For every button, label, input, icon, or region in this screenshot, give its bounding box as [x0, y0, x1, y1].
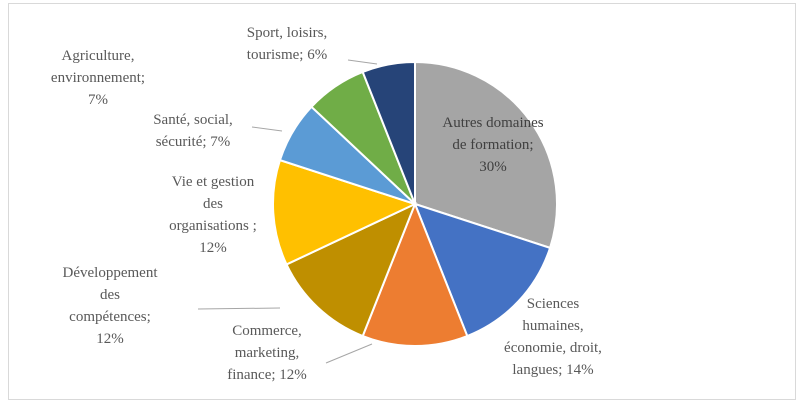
data-label: Sciences humaines, économie, droit, langues… [504, 296, 602, 378]
leader-line [347, 59, 378, 65]
data-label: Agriculture, environnement; 7% [51, 48, 145, 108]
data-label: Développement des compétences; 12% [63, 265, 159, 347]
pie-slice [361, 201, 469, 347]
pie-slice [285, 202, 417, 338]
pie-slice [272, 158, 418, 266]
data-label: Commerce, marketing, finance; 12% [227, 323, 307, 383]
leader-line [251, 126, 283, 132]
data-label: Sport, loisirs, tourisme; 6% [247, 25, 327, 63]
leader-line [325, 343, 373, 364]
pie-slice [361, 60, 416, 205]
pie-slice [414, 60, 558, 250]
data-label: Vie et gestion des organisations ; 12% [169, 174, 257, 256]
pie-slice [413, 202, 552, 338]
data-label: Santé, social, sécurité; 7% [153, 112, 233, 150]
leader-line [197, 307, 281, 310]
data-label: Autres domaines de formation; 30% [442, 115, 543, 175]
